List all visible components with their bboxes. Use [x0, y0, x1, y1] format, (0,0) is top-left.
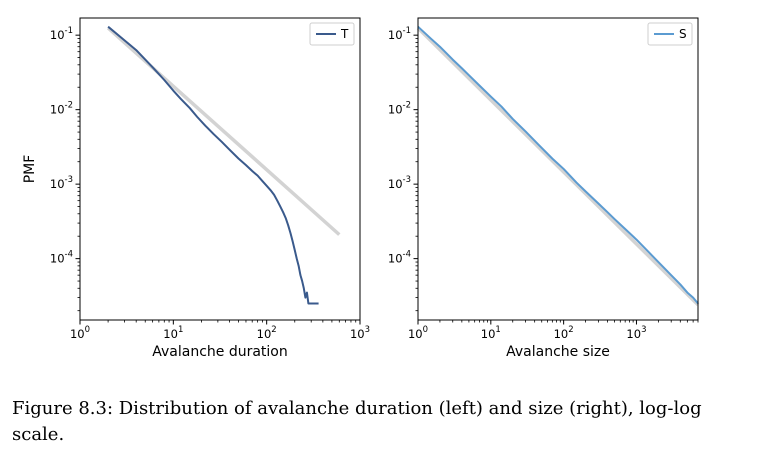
fit-line	[106, 26, 341, 236]
y-axis-label: PMF	[22, 155, 38, 184]
figure-caption: Figure 8.3: Distribution of avalanche du…	[12, 398, 702, 445]
y-tick-label: 10-2	[50, 101, 73, 117]
legend-label: T	[340, 27, 349, 41]
fit-line	[416, 26, 700, 307]
x-tick-label: 101	[481, 325, 501, 341]
x-tick-label: 100	[408, 325, 428, 341]
series-line-T	[107, 25, 319, 305]
y-tick-label: 10-3	[50, 175, 73, 191]
y-tick-label: 10-1	[388, 26, 411, 42]
legend-label: S	[679, 27, 687, 41]
legend: T	[309, 22, 355, 46]
y-tick-label: 10-3	[388, 175, 411, 191]
x-tick-label: 103	[350, 325, 370, 341]
x-tick-label: 102	[554, 325, 574, 341]
duration-chart-panel: 100 101 102 103 10-4 10-3 10-2 10-1 Avalanche du…	[22, 17, 370, 360]
axes-frame	[417, 17, 699, 321]
y-tick-label: 10-2	[388, 101, 411, 117]
x-tick-label: 101	[163, 325, 183, 341]
size-chart-panel: 100 101 102 103 10-4 10-3 10-2 10-1 Avalanche si…	[388, 17, 700, 360]
axes-frame	[79, 17, 361, 321]
legend: S	[647, 22, 693, 46]
series-line-S	[417, 25, 699, 305]
x-axis-label: Avalanche size	[506, 344, 610, 360]
y-tick-label: 10-1	[50, 26, 73, 42]
x-tick-label: 100	[70, 325, 90, 341]
y-tick-label: 10-4	[388, 250, 411, 266]
x-axis-label: Avalanche duration	[152, 344, 288, 360]
x-tick-label: 103	[626, 325, 646, 341]
x-tick-label: 102	[257, 325, 277, 341]
y-tick-label: 10-4	[50, 250, 73, 266]
